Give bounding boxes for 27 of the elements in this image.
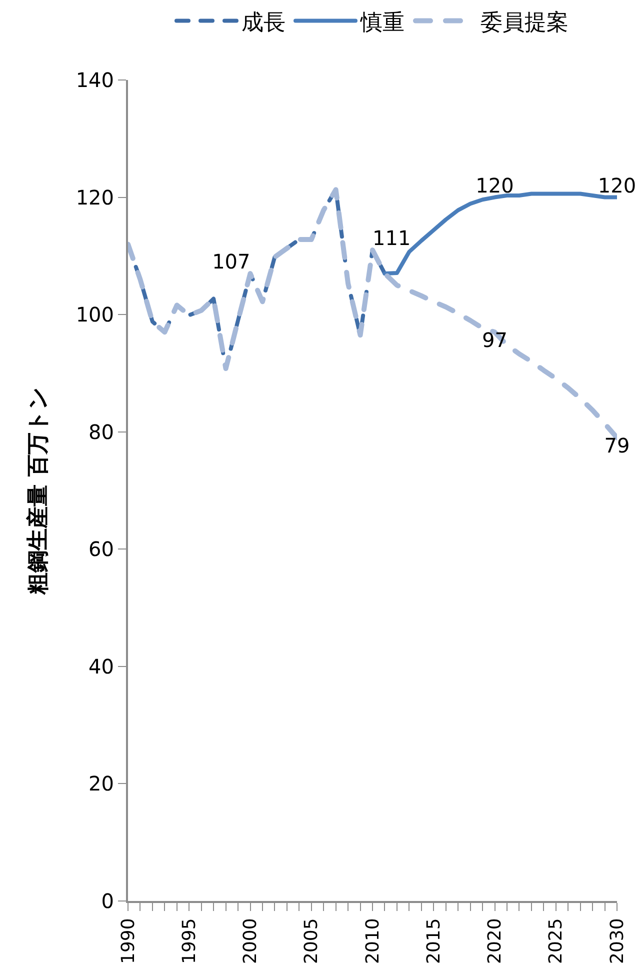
data-label: 97 <box>482 328 508 352</box>
x-tick-label: 2005 <box>301 918 322 964</box>
legend-label: 委員提案 <box>480 10 568 36</box>
y-tick-label: 40 <box>88 654 114 678</box>
legend-label: 成長 <box>242 10 286 36</box>
x-tick-label: 2000 <box>240 918 262 964</box>
y-tick-label: 60 <box>88 537 114 562</box>
y-axis-title: 粗鋼生産量 百万トン <box>25 386 52 596</box>
x-tick-label: 1995 <box>178 918 200 964</box>
y-tick-label: 0 <box>101 889 114 913</box>
y-tick-label: 120 <box>76 185 114 210</box>
y-tick-label: 20 <box>88 772 114 796</box>
x-tick-label: 2020 <box>484 918 506 964</box>
data-label: 79 <box>604 434 630 458</box>
x-tick-label: 2010 <box>362 918 384 964</box>
y-tick-label: 100 <box>76 302 114 327</box>
x-tick-label: 2025 <box>546 918 567 964</box>
x-tick-label: 1990 <box>118 918 139 964</box>
y-tick-label: 140 <box>76 68 114 92</box>
data-label: 111 <box>372 226 411 250</box>
x-tick-label: 2015 <box>423 918 444 964</box>
x-tick-label: 2030 <box>606 918 628 964</box>
legend-label: 慎重 <box>360 10 404 36</box>
y-tick-label: 80 <box>88 420 114 444</box>
data-label: 107 <box>212 250 250 274</box>
data-label: 120 <box>598 173 636 198</box>
data-label: 120 <box>476 173 514 198</box>
